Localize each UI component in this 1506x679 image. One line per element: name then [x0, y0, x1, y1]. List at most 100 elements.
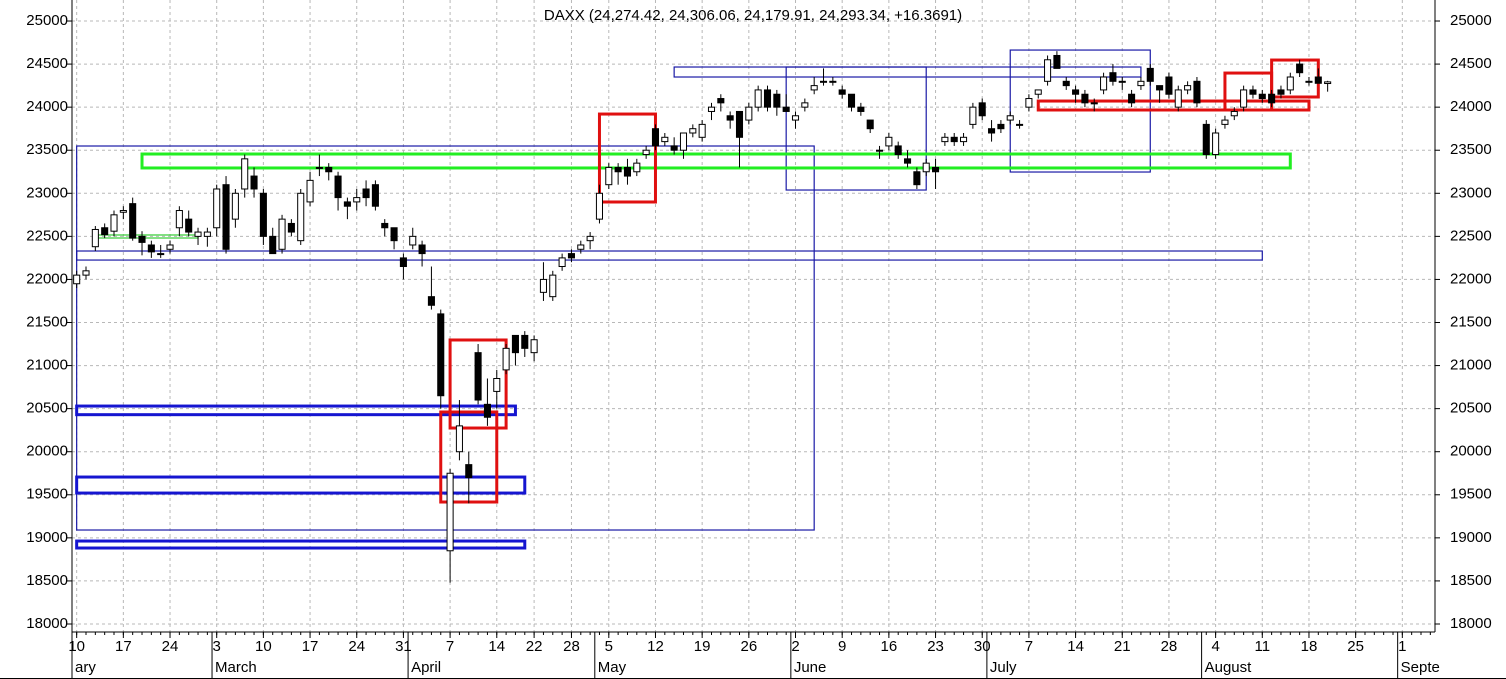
candles: [73, 51, 1332, 583]
candle-body: [418, 244, 426, 255]
candle-body: [735, 110, 744, 138]
candle-body: [726, 115, 734, 121]
candle-body: [250, 175, 258, 190]
x-tick-label: 19: [694, 638, 711, 655]
x-tick-label: 7: [446, 638, 454, 655]
annotation-box: [785, 66, 927, 191]
annotation-box: [597, 112, 657, 204]
x-tick-label: 17: [302, 638, 319, 655]
candle-body: [194, 231, 202, 237]
candle-body: [73, 274, 81, 285]
candle-body: [717, 98, 725, 104]
candle-body: [315, 166, 323, 169]
x-tick-label: 14: [488, 638, 505, 655]
candle-body: [1286, 76, 1294, 91]
candle-body: [1174, 89, 1182, 108]
candle-body: [269, 235, 277, 255]
y-tick-label: 22500: [26, 227, 68, 244]
candle-body: [1053, 54, 1061, 69]
candle-body: [633, 162, 641, 173]
candle-body: [904, 158, 912, 164]
candle-body: [689, 128, 697, 134]
candle-body: [1184, 85, 1192, 91]
y-tick-label: 20500: [26, 400, 68, 417]
annotation-box: [1036, 99, 1311, 112]
x-tick-label: 3: [213, 638, 221, 655]
candle-body: [91, 228, 99, 248]
y-tick-label: 25000: [26, 12, 68, 29]
x-tick-label: 30: [974, 638, 991, 655]
candle-body: [988, 128, 996, 134]
candle-body: [1044, 59, 1052, 82]
candle-body: [549, 274, 557, 298]
y-tick-label: 23000: [1450, 184, 1492, 201]
candle-body: [409, 235, 417, 246]
candle-body: [1081, 93, 1089, 104]
x-tick-label: 7: [1025, 638, 1033, 655]
x-tick-label: 17: [115, 638, 132, 655]
candle-body: [483, 403, 491, 418]
candle-body: [1025, 98, 1033, 108]
x-tick-label: 28: [1161, 638, 1178, 655]
annotation-box: [75, 539, 527, 550]
x-tick-label: 22: [526, 638, 543, 655]
candle-body: [997, 123, 1005, 130]
month-label: March: [215, 659, 257, 676]
candle-body: [166, 244, 174, 250]
chart-title: DAXX (24,274.42, 24,306.06, 24,179.91, 2…: [544, 7, 962, 24]
candle-body: [502, 347, 510, 371]
candle-body: [670, 145, 678, 151]
candle-body: [446, 472, 454, 552]
x-tick-label: 26: [740, 638, 757, 655]
candle-body: [875, 149, 884, 152]
x-tick-label: 28: [563, 638, 580, 655]
candle-body: [1109, 72, 1117, 82]
y-tick-label: 18000: [1450, 615, 1492, 632]
candle-body: [913, 171, 921, 186]
month-label: April: [411, 659, 441, 676]
y-tick-label: 18500: [26, 572, 68, 589]
y-tick-label: 18000: [26, 615, 68, 632]
x-tick-label: 23: [927, 638, 944, 655]
x-tick-label: 5: [605, 638, 613, 655]
y-tick-label: 21500: [26, 313, 68, 330]
x-tick-label: 1: [1398, 638, 1406, 655]
candle-body: [1212, 132, 1220, 156]
x-tick-label: 4: [1211, 638, 1219, 655]
x-tick-label: 10: [255, 638, 272, 655]
candle-body: [782, 106, 790, 112]
candle-body: [1016, 123, 1024, 126]
y-tick-label: 24000: [1450, 98, 1492, 115]
candle-body: [381, 222, 389, 229]
candle-body: [157, 253, 165, 256]
x-tick-label: 2: [791, 638, 799, 655]
candle-body: [390, 227, 398, 242]
candle-body: [819, 80, 828, 83]
candle-body: [1258, 93, 1266, 100]
x-tick-label: 24: [162, 638, 179, 655]
candle-body: [241, 158, 249, 190]
candle-body: [651, 128, 660, 147]
candle-body: [1240, 89, 1248, 108]
annotation-box: [76, 145, 815, 531]
candle-body: [885, 136, 893, 147]
x-tick-label: 21: [1114, 638, 1131, 655]
candle-body: [474, 352, 482, 401]
candle-body: [969, 106, 977, 125]
y-tick-label: 19500: [26, 486, 68, 503]
candle-body: [110, 214, 118, 232]
candle-body: [1146, 67, 1154, 82]
candle-body: [773, 93, 781, 108]
candle-body: [623, 166, 632, 177]
month-label: May: [598, 659, 627, 676]
x-tick-label: 9: [838, 638, 846, 655]
y-tick-label: 23500: [26, 141, 68, 158]
candle-body: [1193, 80, 1201, 104]
x-tick-label: 25: [1347, 638, 1364, 655]
candle-body: [203, 231, 211, 237]
candle-body: [175, 210, 183, 229]
candle-body: [857, 106, 865, 112]
